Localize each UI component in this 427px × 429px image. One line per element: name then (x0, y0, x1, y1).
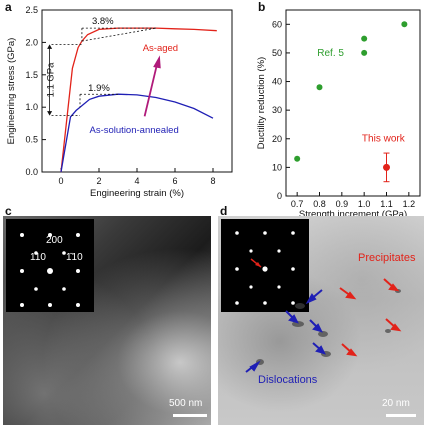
panel-letter-d: d (220, 204, 228, 218)
scatter-point-ref5 (316, 84, 323, 91)
miller-label-200: 200 (46, 235, 63, 246)
x-tick-label-a: 6 (172, 176, 177, 186)
miller-label-1bar10: 1̄10 (66, 252, 83, 263)
x-axis-title-b: Strength increment (GPa) (299, 209, 407, 220)
y-tick-label-a: 2.5 (25, 5, 38, 15)
scale-bar-d (386, 414, 416, 417)
annotation-gpa: 1.1 GPa (46, 62, 57, 98)
x-tick-label-a: 8 (210, 176, 215, 186)
series-line-a-0 (60, 27, 217, 173)
x-axis-title-a: Engineering strain (%) (90, 188, 184, 199)
plot-frame-b (285, 9, 421, 197)
tem-image-c: 200 110 1̄10 500 nm (3, 216, 211, 425)
label-this-work: This work (362, 134, 406, 145)
y-tick-label-b: 0 (277, 191, 282, 201)
y-tick-label-a: 0.0 (25, 167, 38, 177)
diffraction-inset-d (221, 219, 309, 312)
panel-letter-a: a (5, 0, 12, 14)
y-tick-label-b: 20 (272, 134, 282, 144)
transition-arrowhead (153, 55, 161, 69)
label-annealed: As-solution-annealed (90, 125, 179, 136)
y-tick-label-b: 60 (272, 19, 282, 29)
scatter-point-ref5 (401, 21, 408, 28)
gpa-arrowhead (47, 44, 53, 49)
precipitates-label: Precipitates (358, 252, 416, 264)
dislocations-label: Dislocations (258, 374, 318, 386)
x-tick-label-a: 0 (58, 176, 63, 186)
y-tick-label-a: 1.5 (25, 70, 38, 80)
series-line-a-1 (60, 93, 214, 173)
scale-bar-label-d: 20 nm (382, 398, 410, 409)
scatter-point-this-work (383, 163, 390, 171)
x-tick-label-a: 2 (96, 176, 101, 186)
annotation-1-9: 1.9% (88, 83, 110, 94)
gpa-arrowhead (47, 111, 53, 116)
transition-arrow (143, 60, 159, 117)
annotation-3-8: 3.8% (92, 16, 114, 27)
miller-label-110: 110 (30, 252, 46, 263)
y-tick-label-b: 50 (272, 48, 282, 58)
y-axis-title-a: Engineering stress (GPa) (6, 38, 17, 145)
x-tick-label-b: 1.0 (358, 199, 371, 209)
x-tick-label-b: 0.9 (336, 199, 349, 209)
x-tick-label-b: 1.2 (403, 199, 416, 209)
scatter-point-ref5 (361, 49, 368, 56)
y-axis-title-b: Ductility reduction (%) (256, 57, 267, 149)
label-ref5: Ref. 5 (317, 48, 344, 59)
y-tick-label-a: 0.5 (25, 135, 38, 145)
diffraction-inset-c: 200 110 1̄10 (6, 219, 94, 312)
panel-letter-b: b (258, 0, 266, 14)
y-tick-label-a: 1.0 (25, 102, 38, 112)
x-tick-label-a: 4 (134, 176, 139, 186)
x-tick-label-b: 1.1 (380, 199, 393, 209)
dashed-guide (81, 27, 157, 42)
panel-letter-c: c (5, 204, 12, 218)
y-tick-label-b: 40 (272, 77, 282, 87)
scatter-point-ref5 (361, 35, 368, 42)
scatter-point-ref5 (294, 155, 301, 162)
y-tick-label-b: 10 (272, 162, 282, 172)
scale-bar-c (173, 414, 207, 417)
x-tick-label-b: 0.8 (313, 199, 326, 209)
y-tick-label-b: 30 (272, 105, 282, 115)
tem-image-d: Precipitates Dislocations 20 nm (218, 216, 424, 425)
label-as-aged: As-aged (143, 43, 178, 54)
y-tick-label-a: 2.0 (25, 37, 38, 47)
x-tick-label-b: 0.7 (291, 199, 304, 209)
scale-bar-label-c: 500 nm (169, 398, 203, 409)
